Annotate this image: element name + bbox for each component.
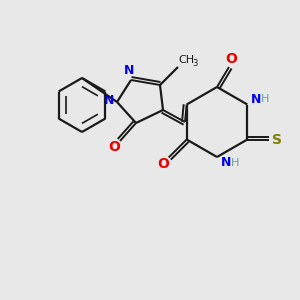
Text: 3: 3 [192,58,198,68]
Text: O: O [157,158,169,172]
Text: N: N [124,64,134,77]
Text: N: N [104,94,114,107]
Text: CH: CH [178,55,194,65]
Text: N: N [221,157,231,169]
Text: H: H [261,94,269,104]
Text: O: O [108,140,120,154]
Text: O: O [225,52,237,66]
Text: S: S [272,133,282,146]
Text: H: H [231,158,239,168]
Text: N: N [251,93,262,106]
